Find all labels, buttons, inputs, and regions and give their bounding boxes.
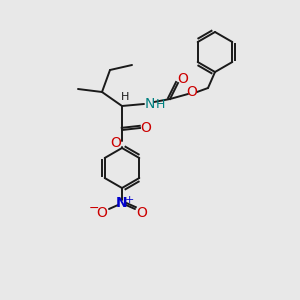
Text: O: O <box>136 206 147 220</box>
Text: O: O <box>178 72 188 86</box>
Text: H: H <box>121 92 129 102</box>
Text: O: O <box>111 136 122 150</box>
Text: H: H <box>155 98 165 110</box>
Text: O: O <box>97 206 107 220</box>
Text: O: O <box>187 85 197 99</box>
Text: O: O <box>141 121 152 135</box>
Text: N: N <box>116 196 128 210</box>
Text: +: + <box>124 195 134 205</box>
Text: −: − <box>89 202 99 214</box>
Text: N: N <box>145 97 155 111</box>
